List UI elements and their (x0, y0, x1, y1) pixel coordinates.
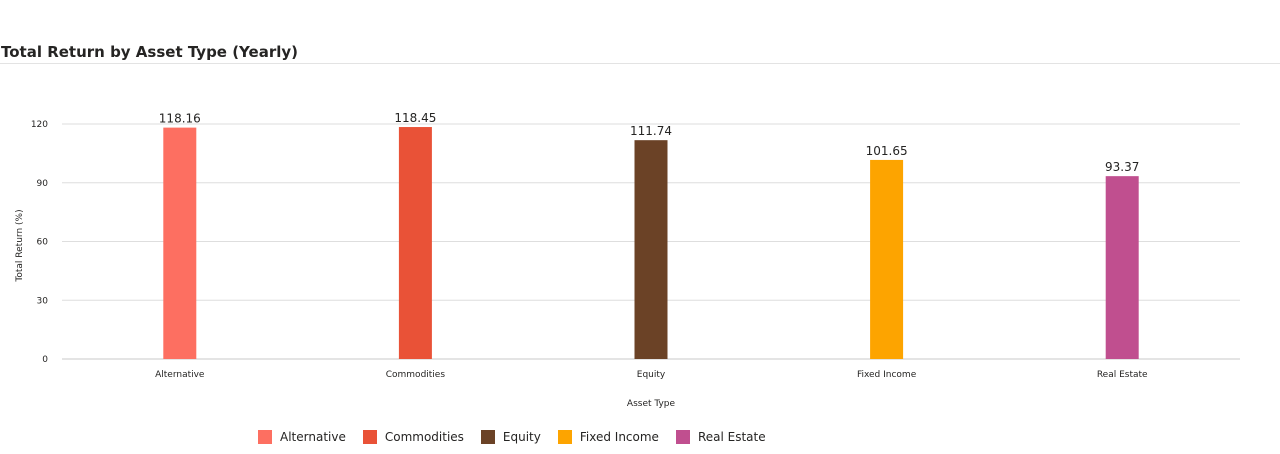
bar[interactable] (634, 140, 668, 359)
x-axis-ticks: Alternative Commodities Equity Fixed Income… (155, 370, 1148, 380)
y-tick-label: 120 (31, 120, 48, 130)
bars[interactable] (163, 127, 1139, 359)
y-axis-ticks: 0 30 60 90 120 (31, 120, 48, 365)
legend-swatch (258, 430, 272, 444)
legend-item[interactable]: Alternative (258, 430, 346, 444)
bar[interactable] (163, 127, 197, 359)
data-label: 101.65 (866, 144, 908, 158)
legend-swatch (362, 430, 377, 444)
chart-title: Total Return by Asset Type (Yearly) (1, 43, 299, 61)
legend-label: Real Estate (697, 430, 766, 444)
x-tick-label: Equity (637, 370, 666, 380)
legend-item[interactable]: Real Estate (675, 430, 766, 444)
legend-item[interactable]: Fixed Income (557, 430, 659, 444)
data-label: 93.37 (1105, 160, 1139, 174)
data-label: 118.45 (394, 111, 436, 125)
data-label: 118.16 (159, 112, 201, 126)
legend-swatch (675, 430, 690, 444)
y-tick-label: 60 (37, 238, 49, 248)
chart-legend[interactable]: Alternative Commodities Equity Fixed Income… (258, 430, 783, 444)
legend-item[interactable]: Equity (480, 430, 541, 444)
bar-chart[interactable]: 0 30 60 90 120 118.16 118.45 111.74 101.65 93.37… (0, 0, 1280, 420)
y-axis-title: Total Return (%) (15, 209, 25, 282)
data-label: 111.74 (630, 124, 672, 138)
legend-label: Alternative (280, 430, 346, 444)
chart-header: Total Return by Asset Type (Yearly) (0, 0, 1280, 64)
legend-swatch (480, 430, 495, 444)
bar[interactable] (398, 127, 432, 359)
x-tick-label: Alternative (155, 370, 205, 380)
y-tick-label: 0 (42, 355, 48, 365)
legend-label: Fixed Income (579, 430, 659, 444)
bar[interactable] (1105, 176, 1139, 359)
data-labels: 118.16 118.45 111.74 101.65 93.37 (159, 111, 1140, 174)
bar[interactable] (870, 159, 904, 359)
y-tick-label: 90 (37, 179, 49, 189)
x-tick-label: Fixed Income (857, 370, 917, 380)
legend-label: Equity (502, 430, 541, 444)
y-tick-label: 30 (37, 296, 49, 306)
x-axis-title: Asset Type (627, 399, 676, 409)
legend-swatch (557, 430, 572, 444)
x-tick-label: Commodities (386, 370, 446, 380)
legend-item[interactable]: Commodities (362, 430, 464, 444)
legend-label: Commodities (384, 430, 464, 444)
x-tick-label: Real Estate (1097, 370, 1148, 380)
